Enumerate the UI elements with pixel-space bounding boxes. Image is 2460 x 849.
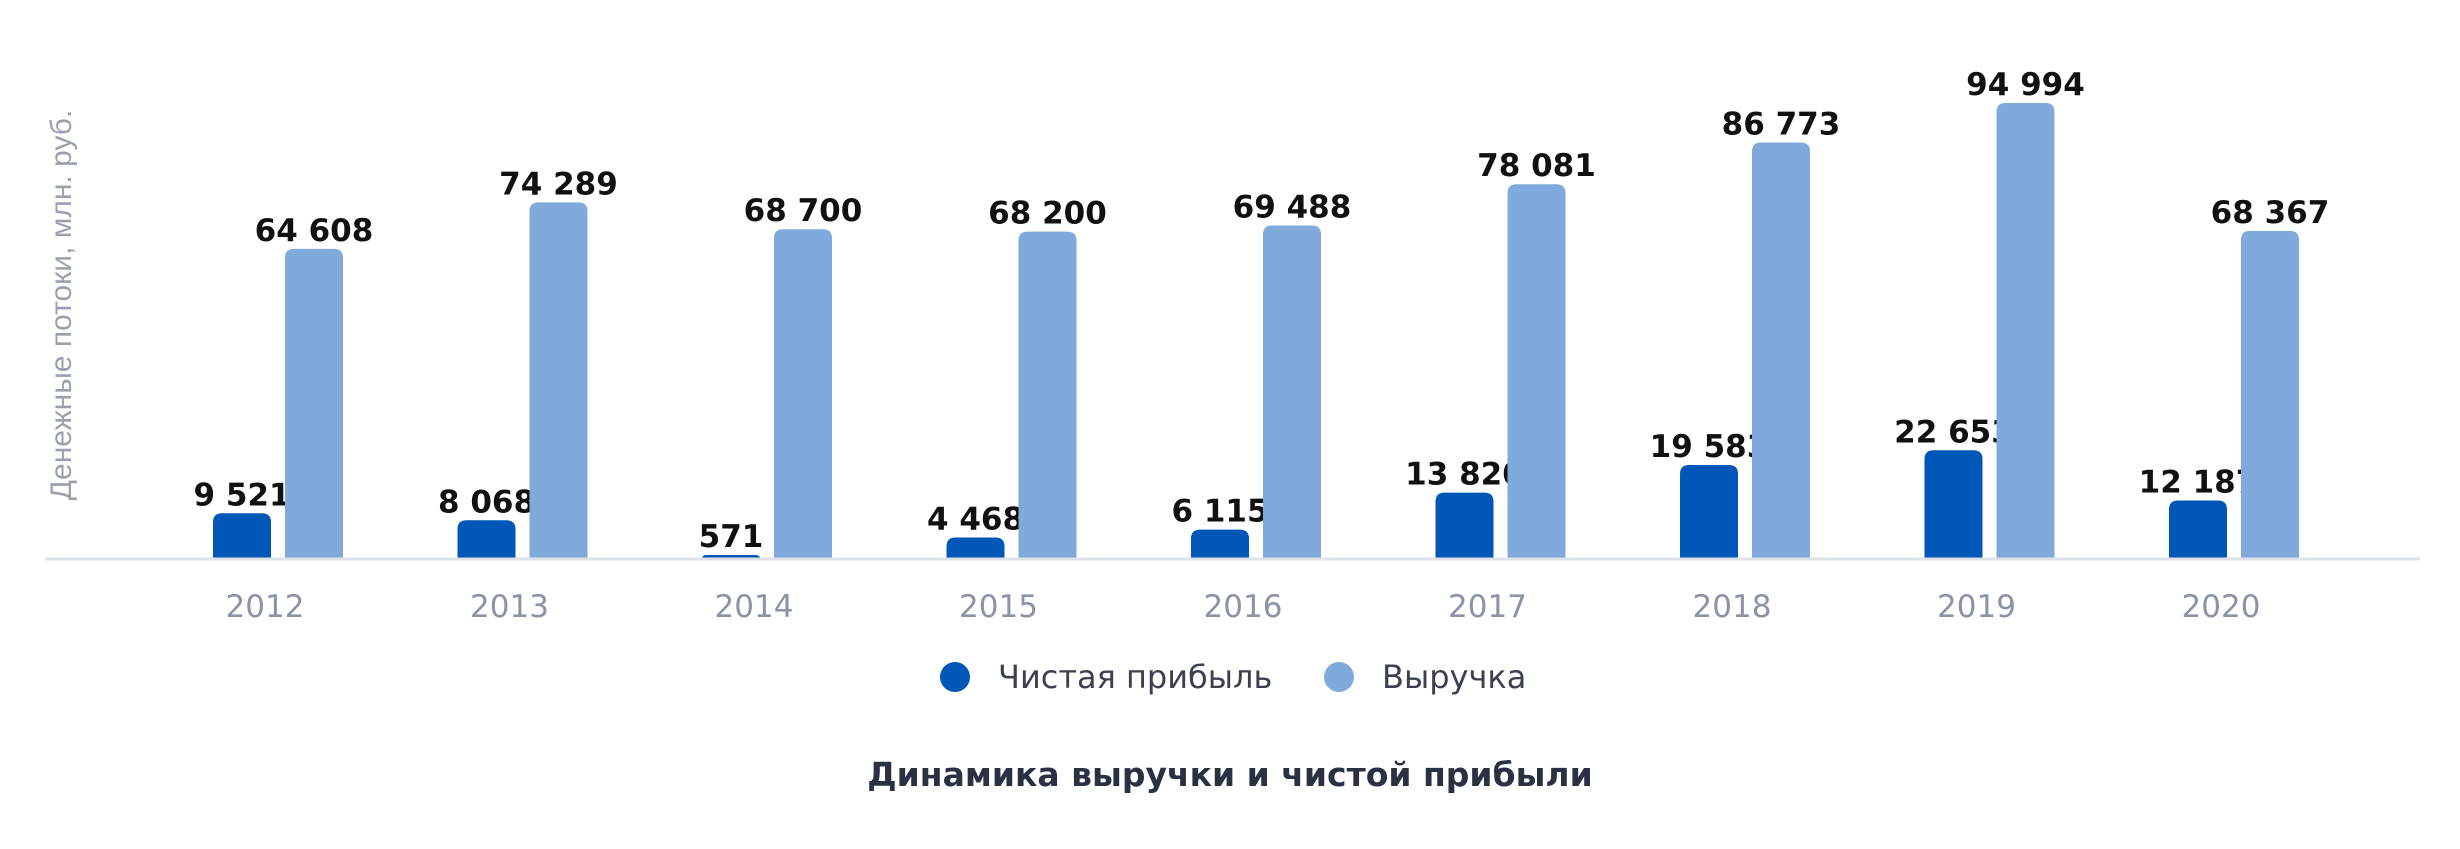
revenue-label-2013: 74 289 xyxy=(499,166,618,202)
net-profit-bar-2015 xyxy=(946,537,1005,559)
revenue-bar-2012 xyxy=(285,248,343,560)
x-tick-2017: 2017 xyxy=(1448,589,1527,625)
net-profit-label-2014: 571 xyxy=(699,519,764,555)
revenue-bar-2013 xyxy=(529,202,588,560)
revenue-label-2012: 64 608 xyxy=(255,213,374,249)
net-profit-label-2017: 13 820 xyxy=(1405,457,1524,493)
revenue-label-2020: 68 367 xyxy=(2211,195,2330,231)
x-tick-2014: 2014 xyxy=(715,589,794,625)
revenue-label-2018: 86 773 xyxy=(1722,106,1841,142)
net-profit-label-2016: 6 115 xyxy=(1171,494,1268,530)
net-profit-label-2012: 9 521 xyxy=(193,477,290,513)
x-tick-2020: 2020 xyxy=(2182,589,2261,625)
bars-layer: 9 521 64 608 8 068 74 289 571 68 700 4 468 68 2… xyxy=(193,67,2330,560)
net-profit-bar-2013 xyxy=(457,520,516,559)
net-profit-bar-2016 xyxy=(1191,529,1249,559)
net-profit-label-2013: 8 068 xyxy=(438,484,535,520)
net-profit-label-2019: 22 653 xyxy=(1894,414,2013,450)
legend-marker-net-profit xyxy=(940,662,970,692)
revenue-bar-2017 xyxy=(1507,184,1566,560)
net-profit-bar-2018 xyxy=(1680,465,1738,559)
revenue-label-2014: 68 700 xyxy=(744,193,863,229)
revenue-bar-2019 xyxy=(1996,103,2055,559)
net-profit-bar-2019 xyxy=(1924,450,1983,559)
revenue-label-2016: 69 488 xyxy=(1233,189,1352,225)
revenue-bar-2016 xyxy=(1263,225,1321,560)
legend-marker-revenue xyxy=(1324,662,1354,692)
x-tick-2016: 2016 xyxy=(1204,589,1283,625)
x-tick-2018: 2018 xyxy=(1693,589,1772,625)
net-profit-bar-2020 xyxy=(2169,500,2227,559)
x-tick-2013: 2013 xyxy=(470,589,549,625)
x-tick-2012: 2012 xyxy=(226,589,305,625)
legend-label-revenue: Выручка xyxy=(1382,658,1526,696)
net-profit-bar-2012 xyxy=(213,513,271,559)
legend-label-net-profit: Чистая прибыль xyxy=(998,658,1272,696)
revenue-label-2019: 94 994 xyxy=(1966,67,2085,103)
net-profit-label-2020: 12 187 xyxy=(2139,465,2258,501)
revenue-bar-2015 xyxy=(1018,231,1077,559)
x-tick-2015: 2015 xyxy=(959,589,1038,625)
chart-title: Динамика выручки и чистой прибыли xyxy=(867,755,1592,794)
net-profit-label-2015: 4 468 xyxy=(927,502,1024,538)
revenue-bar-2018 xyxy=(1752,142,1810,559)
y-axis-label: Денежные потоки, млн. руб. xyxy=(45,110,78,501)
revenue-bar-2014 xyxy=(774,229,832,560)
net-profit-bar-2017 xyxy=(1435,492,1494,559)
revenue-label-2017: 78 081 xyxy=(1477,148,1596,184)
x-axis-ticks: 2012 2013 2014 2015 2016 2017 2018 2019 2020 xyxy=(226,589,2261,625)
net-profit-label-2018: 19 583 xyxy=(1650,429,1769,465)
revenue-bar-2020 xyxy=(2241,230,2299,560)
x-tick-2019: 2019 xyxy=(1937,589,2016,625)
revenue-label-2015: 68 200 xyxy=(988,196,1107,232)
legend: Чистая прибыль Выручка xyxy=(940,658,1526,696)
